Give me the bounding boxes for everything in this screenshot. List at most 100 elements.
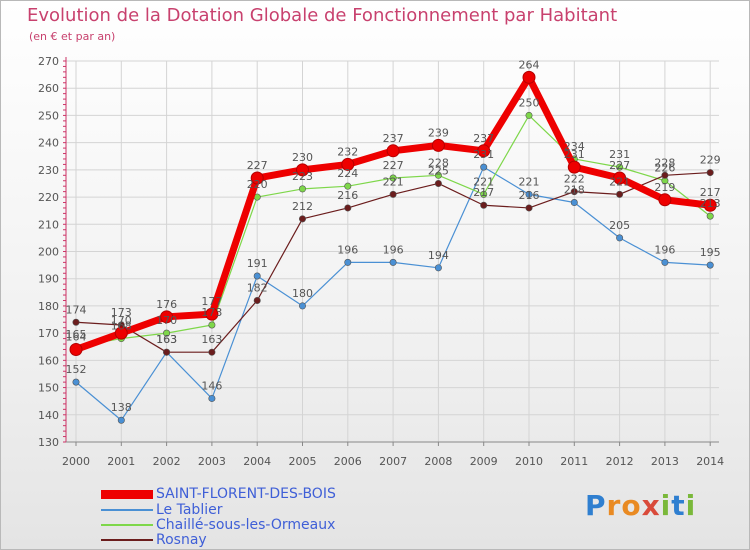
data-point bbox=[205, 307, 219, 321]
data-point bbox=[72, 378, 80, 386]
data-label: 221 bbox=[383, 175, 404, 188]
data-label: 227 bbox=[247, 159, 268, 172]
data-point bbox=[567, 160, 581, 174]
data-point bbox=[706, 169, 714, 177]
data-label: 218 bbox=[564, 184, 585, 197]
x-tick-label: 2002 bbox=[153, 455, 181, 468]
data-label: 173 bbox=[201, 306, 222, 319]
y-tick-label: 250 bbox=[38, 109, 59, 122]
data-point bbox=[431, 138, 445, 152]
data-label: 176 bbox=[156, 298, 177, 311]
data-point bbox=[253, 296, 261, 304]
x-tick-label: 2011 bbox=[560, 455, 588, 468]
data-label: 225 bbox=[428, 164, 449, 177]
data-label: 163 bbox=[156, 333, 177, 346]
data-point bbox=[434, 179, 442, 187]
data-label: 264 bbox=[519, 58, 540, 71]
data-label: 163 bbox=[156, 333, 177, 346]
data-label: 230 bbox=[292, 151, 313, 164]
data-point bbox=[706, 212, 714, 220]
data-point bbox=[344, 182, 352, 190]
data-label: 219 bbox=[654, 181, 675, 194]
x-tick-label: 2004 bbox=[243, 455, 271, 468]
data-label: 239 bbox=[428, 126, 449, 139]
y-tick-label: 220 bbox=[38, 191, 59, 204]
data-label: 177 bbox=[201, 295, 222, 308]
data-label: 213 bbox=[700, 197, 721, 210]
data-label: 205 bbox=[609, 219, 630, 232]
data-label: 223 bbox=[292, 170, 313, 183]
data-point bbox=[296, 163, 309, 177]
x-tick-label: 2013 bbox=[651, 455, 679, 468]
data-point bbox=[434, 171, 442, 179]
data-point bbox=[616, 234, 624, 242]
data-label: 222 bbox=[564, 173, 585, 186]
data-label: 237 bbox=[383, 132, 404, 145]
data-label: 196 bbox=[383, 243, 404, 256]
data-label: 228 bbox=[654, 156, 675, 169]
data-label: 196 bbox=[337, 243, 358, 256]
data-label: 170 bbox=[156, 314, 177, 327]
data-point bbox=[298, 185, 306, 193]
data-point bbox=[389, 258, 397, 266]
data-point bbox=[661, 258, 669, 266]
data-label: 229 bbox=[700, 154, 721, 167]
data-point bbox=[208, 348, 216, 356]
data-point bbox=[570, 188, 578, 196]
data-label: 165 bbox=[66, 328, 87, 341]
x-tick-label: 2007 bbox=[379, 455, 407, 468]
data-label: 231 bbox=[609, 148, 630, 161]
data-label: 221 bbox=[519, 175, 540, 188]
y-tick-label: 240 bbox=[38, 137, 59, 150]
data-point bbox=[706, 261, 714, 269]
data-point bbox=[480, 190, 488, 198]
data-point bbox=[298, 302, 306, 310]
data-point bbox=[616, 190, 624, 198]
data-point bbox=[525, 111, 533, 119]
legend-item-le-tablier: Le Tablier bbox=[101, 502, 361, 520]
data-point bbox=[480, 163, 488, 171]
data-label: 152 bbox=[66, 363, 87, 376]
data-point bbox=[344, 204, 352, 212]
data-point bbox=[703, 198, 717, 212]
data-point bbox=[525, 190, 533, 198]
data-label: 196 bbox=[654, 243, 675, 256]
data-labels: 152 138 163 146 191 180 196 196 194 231 221 218 205 1… bbox=[66, 58, 721, 414]
data-point bbox=[389, 190, 397, 198]
legend-swatch bbox=[101, 524, 153, 526]
y-tick-label: 130 bbox=[38, 436, 59, 449]
data-label: 146 bbox=[201, 379, 222, 392]
data-label: 224 bbox=[337, 167, 358, 180]
x-tick-label: 2014 bbox=[696, 455, 724, 468]
legend-item-chaille: Chaillé-sous-les-Ormeaux bbox=[101, 517, 361, 535]
data-label: 232 bbox=[337, 145, 358, 158]
data-label: 173 bbox=[111, 306, 132, 319]
data-point bbox=[163, 348, 171, 356]
series-lines bbox=[69, 70, 717, 424]
data-point bbox=[658, 193, 672, 207]
data-label: 180 bbox=[292, 287, 313, 300]
x-tick-label: 2000 bbox=[62, 455, 90, 468]
data-point bbox=[208, 394, 216, 402]
x-tick-label: 2001 bbox=[107, 455, 135, 468]
x-tick-label: 2010 bbox=[515, 455, 543, 468]
legend-label: Rosnay bbox=[156, 532, 207, 548]
data-label: 191 bbox=[247, 257, 268, 270]
data-point bbox=[160, 310, 174, 324]
legend-label: SAINT-FLORENT-DES-BOIS bbox=[156, 486, 336, 502]
y-tick-label: 210 bbox=[38, 218, 59, 231]
data-point bbox=[661, 171, 669, 179]
legend-item-rosnay: Rosnay bbox=[101, 532, 361, 550]
data-label: 250 bbox=[519, 96, 540, 109]
y-tick-label: 190 bbox=[38, 273, 59, 286]
data-point bbox=[163, 329, 171, 337]
y-tick-label: 230 bbox=[38, 164, 59, 177]
data-label: 168 bbox=[111, 320, 132, 333]
data-label: 216 bbox=[519, 189, 540, 202]
y-tick-label: 140 bbox=[38, 409, 59, 422]
y-tick-label: 180 bbox=[38, 300, 59, 313]
legend-label: Chaillé-sous-les-Ormeaux bbox=[156, 517, 336, 533]
chart-subtitle: (en € et par an) bbox=[29, 30, 116, 43]
y-tick-label: 260 bbox=[38, 82, 59, 95]
